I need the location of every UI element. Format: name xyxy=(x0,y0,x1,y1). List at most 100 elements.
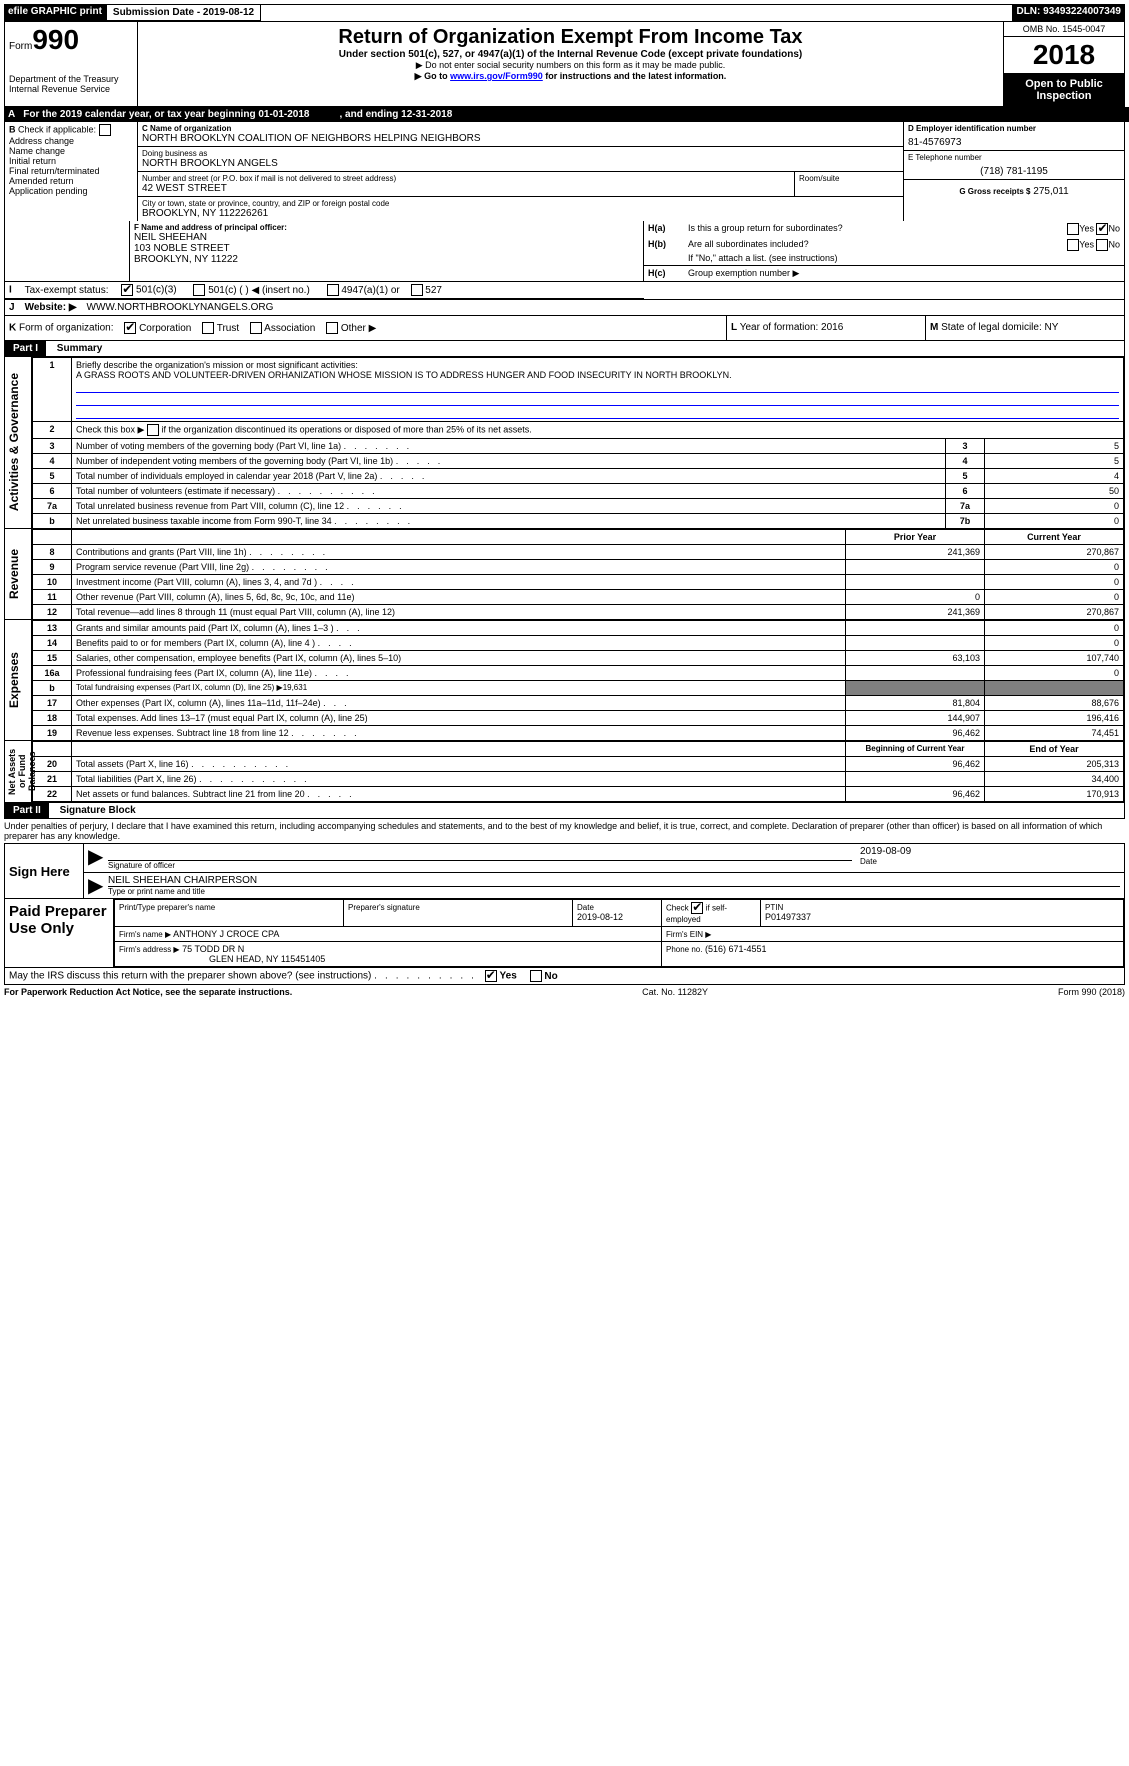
l5-t: Total number of individuals employed in … xyxy=(76,471,377,481)
l6-n: 6 xyxy=(33,484,72,499)
prep-h3: Date xyxy=(577,903,594,912)
l19-n: 19 xyxy=(33,726,72,741)
hc-label: H(c) xyxy=(648,268,688,279)
l21-p xyxy=(846,772,985,787)
cb-pending: Application pending xyxy=(9,186,133,196)
ha-text: Is this a group return for subordinates? xyxy=(688,223,1067,235)
l18-n: 18 xyxy=(33,711,72,726)
sig-officer-label: Signature of officer xyxy=(108,861,852,870)
l10-n: 10 xyxy=(33,575,72,590)
phone: (516) 671-4551 xyxy=(705,944,767,954)
sub2: ▶ Do not enter social security numbers o… xyxy=(142,60,999,71)
box-b-label: Check if applicable: xyxy=(18,124,96,134)
sign-date-label: Date xyxy=(860,857,1120,866)
form-footer: Form 990 (2018) xyxy=(1058,987,1125,997)
box-deg: D Employer identification number 81-4576… xyxy=(903,122,1124,221)
l3-box: 3 xyxy=(946,439,985,454)
prep-h4: Check xyxy=(666,903,689,912)
l7a-n: 7a xyxy=(33,499,72,514)
hb-text: Are all subordinates included? xyxy=(688,239,1067,251)
i-letter: I xyxy=(9,285,12,296)
begin-label: Beginning of Current Year xyxy=(846,742,985,757)
discuss-no-cb[interactable] xyxy=(530,970,542,982)
box-f: F Name and address of principal officer:… xyxy=(130,221,644,281)
i-cb4[interactable] xyxy=(411,284,423,296)
box-b: B Check if applicable: Address change Na… xyxy=(5,122,138,221)
k-cb1[interactable] xyxy=(124,322,136,334)
l14-n: 14 xyxy=(33,636,72,651)
discuss-yes-cb[interactable] xyxy=(485,970,497,982)
l2-cb[interactable] xyxy=(147,424,159,436)
line-a-ending: , and ending 12-31-2018 xyxy=(339,109,452,120)
g-label: G Gross receipts $ xyxy=(959,187,1030,196)
l14-p xyxy=(846,636,985,651)
addr1: 75 TODD DR N xyxy=(182,944,244,954)
i-cb1[interactable] xyxy=(121,284,133,296)
irs: Internal Revenue Service xyxy=(9,84,133,94)
prep-h5: PTIN xyxy=(765,903,783,912)
prep-self-cb[interactable] xyxy=(691,902,703,914)
l11-t: Other revenue (Part VIII, column (A), li… xyxy=(72,590,846,605)
k-cb3[interactable] xyxy=(250,322,262,334)
l12-c: 270,867 xyxy=(985,605,1124,620)
k-o3: Association xyxy=(264,323,315,334)
ha-yes-cb[interactable] xyxy=(1067,223,1079,235)
box-c: C Name of organization NORTH BROOKLYN CO… xyxy=(138,122,903,221)
sec2-label: Revenue xyxy=(5,545,23,603)
city-label: City or town, state or province, country… xyxy=(142,199,899,208)
ha-no-cb[interactable] xyxy=(1096,223,1108,235)
k-cb4[interactable] xyxy=(326,322,338,334)
line-l: L Year of formation: 2016 xyxy=(726,316,925,340)
discuss-no: No xyxy=(544,971,557,982)
l1-val: A GRASS ROOTS AND VOLUNTEER-DRIVEN ORHAN… xyxy=(76,370,732,380)
l12-n: 12 xyxy=(33,605,72,620)
l7a-t: Total unrelated business revenue from Pa… xyxy=(76,501,344,511)
l12-p: 241,369 xyxy=(846,605,985,620)
l1-n: 1 xyxy=(33,358,72,422)
hb-no-cb[interactable] xyxy=(1096,239,1108,251)
l16b-n: b xyxy=(33,681,72,696)
dln: DLN: 93493224007349 xyxy=(1012,4,1125,21)
form-header: Form990 Department of the Treasury Inter… xyxy=(4,21,1125,107)
checkbox-applicable[interactable] xyxy=(99,124,111,136)
declaration: Under penalties of perjury, I declare th… xyxy=(4,819,1125,843)
i-cb2[interactable] xyxy=(193,284,205,296)
l16b-t: Total fundraising expenses (Part IX, col… xyxy=(72,681,846,696)
hb-yes-cb[interactable] xyxy=(1067,239,1079,251)
l10-t: Investment income (Part VIII, column (A)… xyxy=(76,577,317,587)
l18-c: 196,416 xyxy=(985,711,1124,726)
part1-header: Part I Summary xyxy=(4,341,1125,357)
l12-t: Total revenue—add lines 8 through 11 (mu… xyxy=(72,605,846,620)
f-label: F Name and address of principal officer: xyxy=(134,223,639,232)
sec4-label: Net Assets or Fund Balances xyxy=(5,741,39,802)
l16a-n: 16a xyxy=(33,666,72,681)
firm-label: Firm's name ▶ xyxy=(119,930,171,939)
end-label: End of Year xyxy=(985,742,1124,757)
l2-t: Check this box ▶ xyxy=(76,424,144,434)
k-cb2[interactable] xyxy=(202,322,214,334)
sign-arrow-icon: ▶ xyxy=(84,844,104,872)
prep-date: 2019-08-12 xyxy=(577,912,623,922)
tax-year: 2018 xyxy=(1004,37,1124,74)
hb-label: H(b) xyxy=(648,239,688,251)
part2-num: Part II xyxy=(5,803,49,818)
i-cb3[interactable] xyxy=(327,284,339,296)
prep-label: Paid Preparer Use Only xyxy=(5,899,114,967)
omb: OMB No. 1545-0047 xyxy=(1004,22,1124,37)
street-label: Number and street (or P.O. box if mail i… xyxy=(142,174,790,183)
sign-arrow2-icon: ▶ xyxy=(84,873,104,898)
officer-name: NEIL SHEEHAN xyxy=(134,232,639,243)
l19-p: 96,462 xyxy=(846,726,985,741)
irs-link[interactable]: www.irs.gov/Form990 xyxy=(450,71,543,81)
k-letter: K xyxy=(9,323,16,334)
k-o1: Corporation xyxy=(139,323,191,334)
ptin: P01497337 xyxy=(765,912,811,922)
cb-address-change: Address change xyxy=(9,136,133,146)
l10-p xyxy=(846,575,985,590)
l8-p: 241,369 xyxy=(846,545,985,560)
part2-title: Signature Block xyxy=(52,803,144,818)
addr2: GLEN HEAD, NY 115451405 xyxy=(209,954,325,964)
i-o2: 501(c) ( ) ◀ (insert no.) xyxy=(208,285,310,296)
l17-p: 81,804 xyxy=(846,696,985,711)
c-label: C Name of organization xyxy=(142,124,899,133)
